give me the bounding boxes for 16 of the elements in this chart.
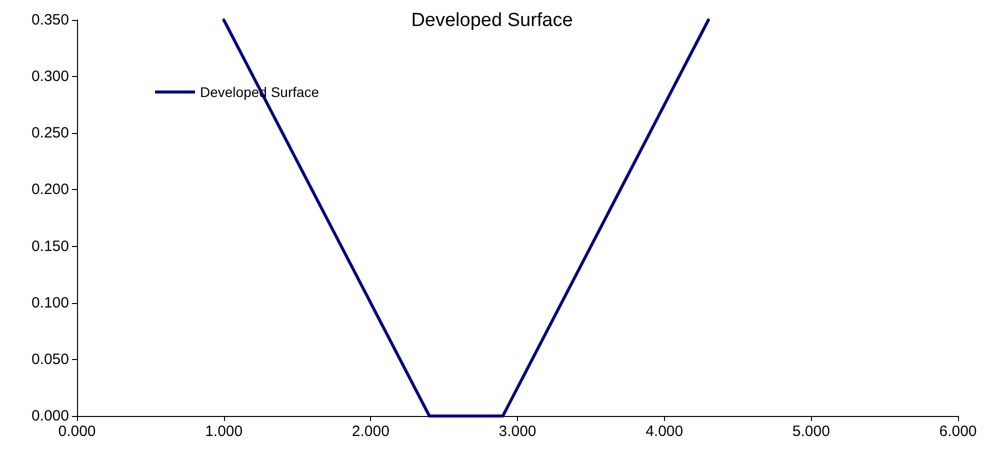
y-tick-label: 0.150 <box>31 238 69 255</box>
x-tick-label: 3.000 <box>498 423 536 440</box>
x-tick-label: 0.000 <box>58 423 96 440</box>
y-tick-label: 0.350 <box>31 12 69 28</box>
x-tick-label: 6.000 <box>939 423 977 440</box>
y-tick-label: 0.250 <box>31 124 69 142</box>
x-tick-label: 5.000 <box>792 423 830 440</box>
x-tick-label: 4.000 <box>646 423 684 440</box>
x-tick-label: 2.000 <box>352 423 390 440</box>
y-tick-label: 0.000 <box>31 408 69 424</box>
y-tick-label: 0.300 <box>31 68 69 86</box>
y-tick-label: 0.200 <box>31 181 69 198</box>
y-tick-label: 0.050 <box>31 350 69 368</box>
chart-title: Developed Surface <box>411 10 573 31</box>
y-tick-label: 0.100 <box>31 294 69 312</box>
x-tick-label: 1.000 <box>205 423 243 440</box>
